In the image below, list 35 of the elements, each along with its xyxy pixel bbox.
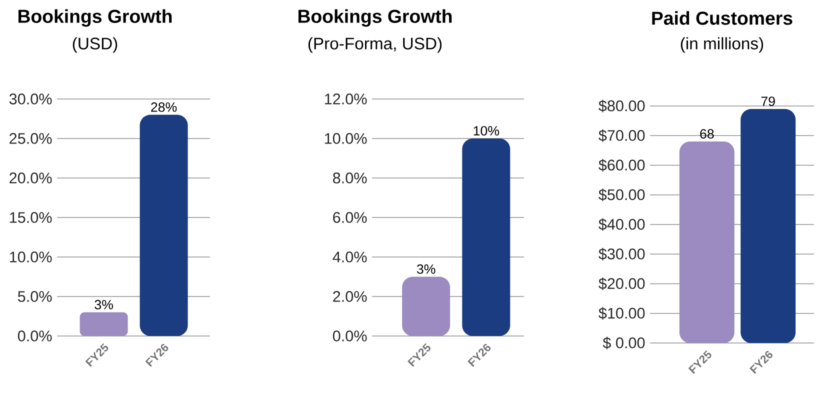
y-tick-label: $50.00 bbox=[598, 188, 645, 202]
chart-subtitle: (in millions) bbox=[680, 37, 764, 53]
y-tick-label: 0.0% bbox=[332, 330, 367, 342]
data-label: 68 bbox=[700, 129, 714, 139]
y-tick-label: 0.0% bbox=[18, 330, 52, 342]
y-tick-label: 10.0% bbox=[324, 133, 367, 144]
y-tick-label: $20.00 bbox=[598, 278, 645, 290]
y-tick-label: 8.0% bbox=[333, 172, 367, 184]
data-label: 79 bbox=[761, 96, 775, 106]
y-tick-label: 2.0% bbox=[333, 291, 367, 302]
y-tick-label: $30.00 bbox=[598, 248, 645, 260]
data-label: 3% bbox=[94, 300, 113, 310]
chart-title: Bookings Growth bbox=[298, 9, 452, 27]
chart-subtitle: (USD) bbox=[72, 37, 118, 53]
y-tick-label: $60.00 bbox=[598, 159, 645, 172]
chart-title: Paid Customers bbox=[652, 11, 792, 25]
chart-title: Bookings Growth bbox=[18, 9, 172, 27]
y-tick-label: $ 0.00 bbox=[602, 336, 645, 350]
y-tick-label: 20.0% bbox=[10, 172, 52, 184]
data-label: 10% bbox=[474, 126, 500, 136]
y-tick-label: 10.0% bbox=[10, 252, 52, 262]
y-tick-label: 5.0% bbox=[18, 291, 52, 302]
y-tick-label: $80.00 bbox=[598, 100, 645, 112]
data-label: 28% bbox=[151, 102, 177, 112]
y-tick-label: $40.00 bbox=[598, 218, 645, 231]
chart-subtitle: (Pro-Forma, USD) bbox=[308, 37, 442, 53]
y-tick-label: 12.0% bbox=[324, 94, 367, 104]
y-tick-label: 4.0% bbox=[332, 252, 367, 262]
y-tick-label: 25.0% bbox=[10, 133, 52, 144]
y-tick-label: $70.00 bbox=[598, 129, 645, 142]
y-tick-label: 30.0% bbox=[9, 94, 52, 104]
y-tick-label: $10.00 bbox=[598, 307, 645, 320]
y-tick-label: 15.0% bbox=[10, 212, 52, 223]
data-label: 3% bbox=[416, 264, 436, 274]
y-tick-label: 6.0% bbox=[333, 212, 367, 223]
